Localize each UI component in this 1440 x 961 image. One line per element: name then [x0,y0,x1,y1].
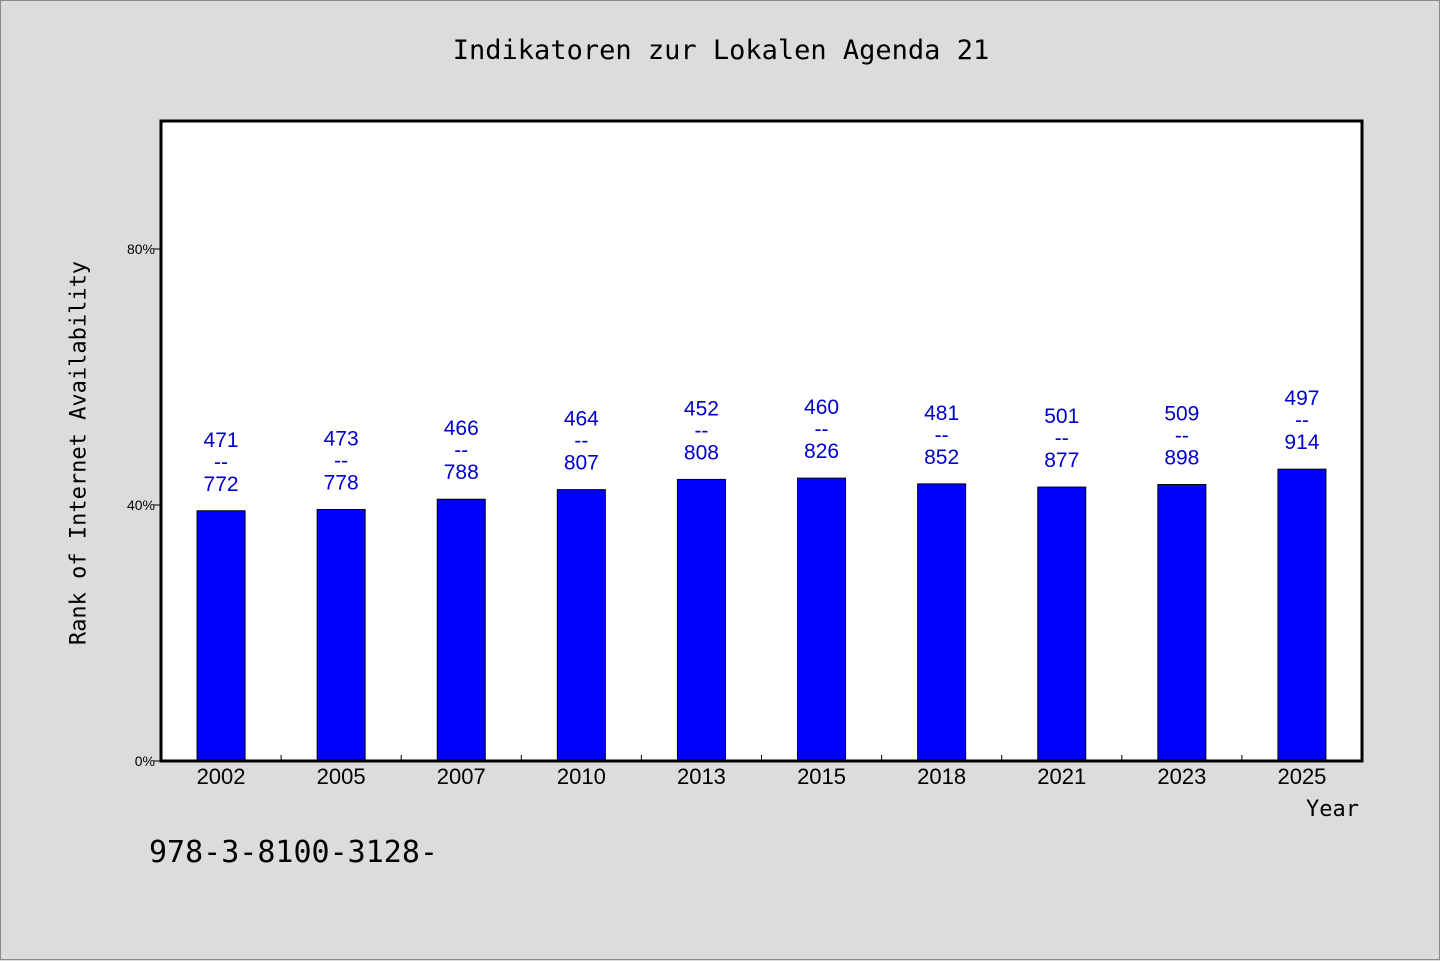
data-label-separator: -- [574,430,588,453]
bar [556,489,606,762]
data-label-rank: 481 [924,402,959,425]
x-tick-label: 2025 [1277,764,1326,789]
data-label-rank: 471 [204,429,239,452]
bar [917,483,967,762]
data-label-total: 807 [564,452,599,475]
y-tick-label: 0% [135,753,155,769]
bar [196,510,246,762]
x-tick-label: 2002 [197,764,246,789]
data-label-separator: -- [935,424,949,447]
data-label-rank: 509 [1164,403,1199,426]
data-label-total: 898 [1164,447,1199,470]
data-label-separator: -- [1175,425,1189,448]
footnote-isbn: 978-3-8100-3128- [149,835,438,870]
x-tick-label: 2023 [1157,764,1206,789]
data-label-total: 877 [1044,449,1079,472]
bar [1277,468,1327,762]
data-label-total: 778 [324,471,359,494]
x-axis-title: Year [1306,797,1359,822]
bar [676,478,726,762]
data-label-total: 826 [804,440,839,463]
bar [1037,486,1087,762]
x-tick-label: 2007 [437,764,486,789]
data-label-total: 772 [204,473,239,496]
data-label-rank: 473 [324,427,359,450]
data-label-total: 788 [444,461,479,484]
x-tick-label: 2013 [677,764,726,789]
data-label-separator: -- [1055,427,1069,450]
x-tick-label: 2010 [557,764,606,789]
bar [797,477,847,762]
bar [1157,484,1207,762]
data-label-separator: -- [1295,409,1309,432]
data-label-separator: -- [815,418,829,441]
data-label-rank: 466 [444,417,479,440]
data-label-separator: -- [334,449,348,472]
x-tick-label: 2005 [317,764,366,789]
x-tick-label: 2015 [797,764,846,789]
data-label-total: 852 [924,446,959,469]
x-tick-label: 2021 [1037,764,1086,789]
bar [316,508,366,762]
x-tick-label: 2018 [917,764,966,789]
data-label-rank: 452 [684,397,719,420]
data-label-total: 808 [684,441,719,464]
chart-title: Indikatoren zur Lokalen Agenda 21 [452,35,990,66]
data-label-separator: -- [694,419,708,442]
y-tick-label: 40% [127,497,155,513]
data-label-rank: 497 [1284,387,1319,410]
data-label-rank: 501 [1044,405,1079,428]
bar [436,498,486,762]
plot-border [159,119,1364,763]
data-label-rank: 464 [564,408,599,431]
data-label-rank: 460 [804,396,839,419]
data-label-separator: -- [454,439,468,462]
data-label-total: 914 [1284,431,1319,454]
y-tick-label: 80% [127,241,155,257]
data-label-separator: -- [214,451,228,474]
